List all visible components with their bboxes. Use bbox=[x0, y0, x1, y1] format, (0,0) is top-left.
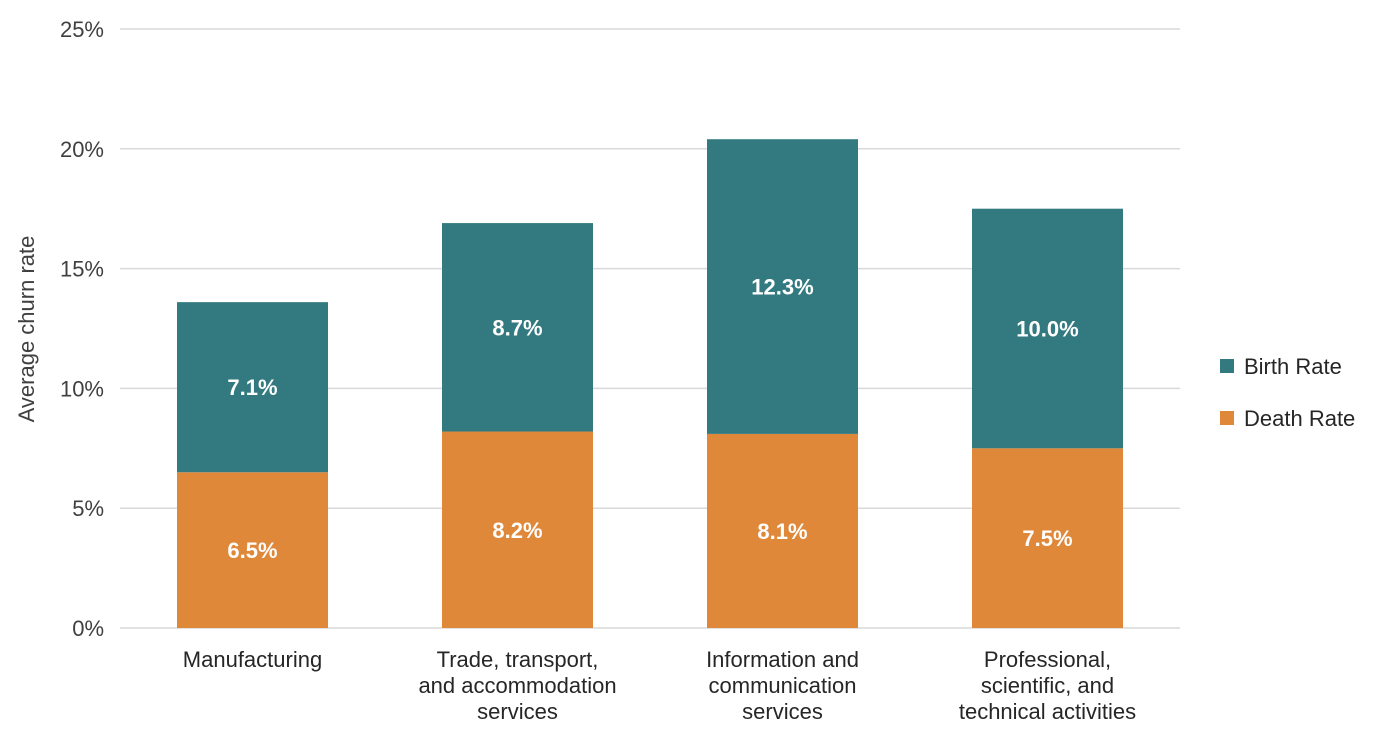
segment-labels: 6.5% 7.1% 8.2% 8.7% 8.1% 12.3% 7.5% 10.0% bbox=[227, 275, 1078, 564]
x-category-label-line: technical activities bbox=[959, 699, 1136, 724]
data-label: 8.2% bbox=[492, 518, 542, 543]
y-axis-title: Average churn rate bbox=[14, 236, 39, 423]
x-category-label: Information and communication services bbox=[706, 647, 859, 724]
legend-swatch bbox=[1220, 359, 1234, 373]
legend: Birth Rate Death Rate bbox=[1220, 354, 1355, 431]
bar-segment bbox=[707, 433, 858, 628]
x-category-label-line: Information and bbox=[706, 647, 859, 672]
x-category-label-line: Professional, bbox=[984, 647, 1111, 672]
bar-segment bbox=[177, 472, 328, 628]
data-label: 6.5% bbox=[227, 538, 277, 563]
x-category-label: Trade, transport, and accommodation servic… bbox=[418, 647, 616, 724]
data-label: 7.5% bbox=[1022, 526, 1072, 551]
data-label: 8.1% bbox=[757, 519, 807, 544]
y-tick-label: 10% bbox=[60, 376, 104, 401]
bars bbox=[177, 139, 1123, 628]
y-axis-ticks: 0% 5% 10% 15% 20% 25% bbox=[60, 17, 104, 641]
y-tick-label: 5% bbox=[72, 496, 104, 521]
x-category-label: Manufacturing bbox=[183, 647, 322, 672]
bar-segment bbox=[442, 431, 593, 628]
x-category-label-line: communication bbox=[709, 673, 857, 698]
y-tick-label: 20% bbox=[60, 137, 104, 162]
x-axis-categories: Manufacturing Trade, transport, and accomm… bbox=[183, 647, 1136, 724]
x-category-label-line: Trade, transport, bbox=[437, 647, 599, 672]
bar-segment bbox=[177, 302, 328, 473]
data-label: 7.1% bbox=[227, 375, 277, 400]
x-category-label-line: Manufacturing bbox=[183, 647, 322, 672]
y-tick-label: 0% bbox=[72, 616, 104, 641]
y-tick-label: 15% bbox=[60, 257, 104, 282]
data-label: 12.3% bbox=[751, 275, 813, 300]
bar-segment bbox=[707, 139, 858, 434]
x-category-label-line: scientific, and bbox=[981, 673, 1114, 698]
bar-segment bbox=[442, 223, 593, 432]
x-category-label: Professional, scientific, and technical ac… bbox=[959, 647, 1136, 724]
x-category-label-line: services bbox=[477, 699, 558, 724]
data-label: 8.7% bbox=[492, 315, 542, 340]
x-category-label-line: and accommodation bbox=[418, 673, 616, 698]
legend-label: Death Rate bbox=[1244, 406, 1355, 431]
bar-segment bbox=[972, 208, 1123, 449]
bar-segment bbox=[972, 448, 1123, 628]
legend-label: Birth Rate bbox=[1244, 354, 1342, 379]
y-tick-label: 25% bbox=[60, 17, 104, 42]
x-category-label-line: services bbox=[742, 699, 823, 724]
data-label: 10.0% bbox=[1016, 317, 1078, 342]
legend-swatch bbox=[1220, 411, 1234, 425]
